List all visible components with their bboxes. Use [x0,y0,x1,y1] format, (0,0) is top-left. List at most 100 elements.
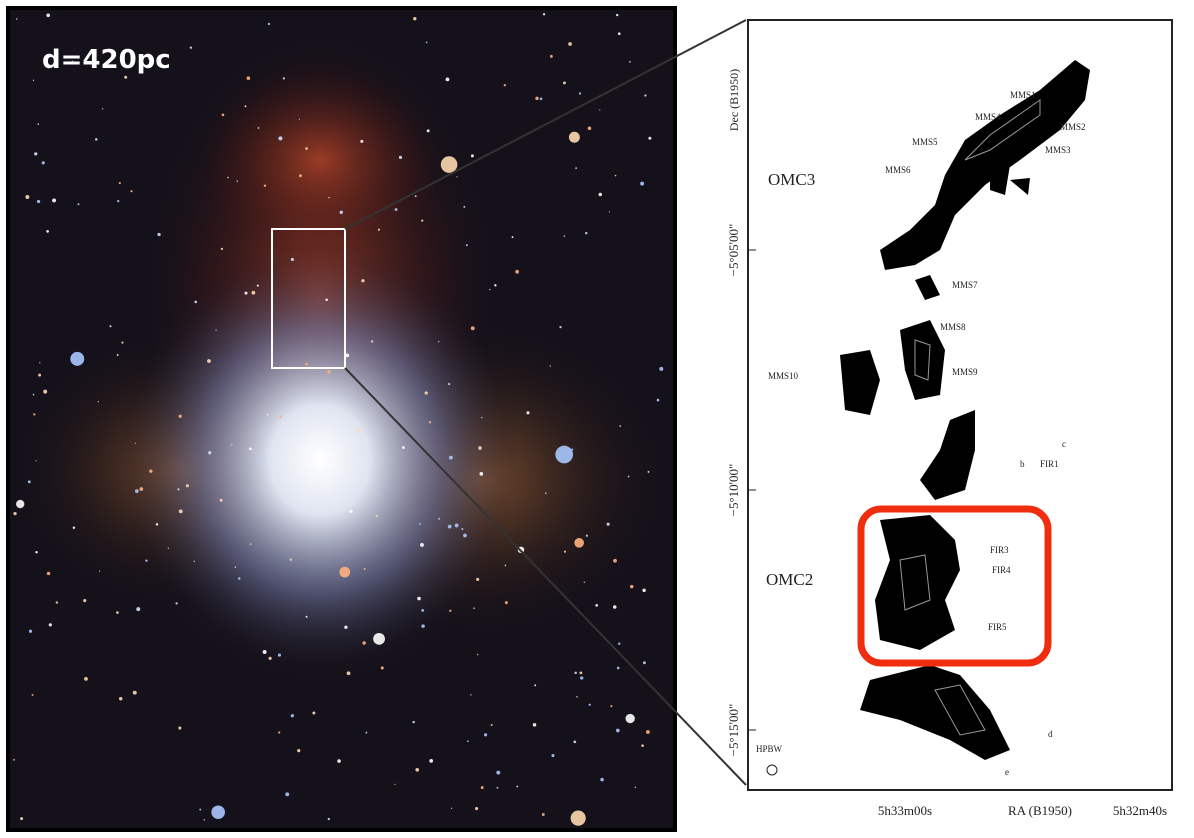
star [361,279,365,283]
star [155,523,159,526]
star [266,413,269,416]
star [645,730,650,734]
star [360,139,364,143]
star [257,127,260,129]
star [344,625,348,629]
star [421,624,425,628]
star [585,534,588,537]
star [568,42,572,46]
star [48,623,52,627]
star [365,731,368,734]
source-label: FIR1 [1040,459,1059,469]
star [456,176,458,178]
star [246,76,251,80]
star [534,684,537,687]
star [265,448,269,452]
star [327,817,330,821]
star [362,641,366,645]
zoom-box [271,228,346,369]
star [421,608,425,612]
letter-label: d [1048,729,1053,739]
star [412,720,415,724]
star [220,247,224,250]
star [38,373,42,377]
star [478,446,482,450]
star [461,528,464,531]
star [634,786,637,789]
star [629,584,634,589]
star [25,194,30,199]
star [31,694,34,696]
star [647,470,650,473]
star [95,138,98,141]
star [494,284,497,287]
source-label: MMS8 [940,322,966,332]
star [414,195,417,198]
star [339,566,351,578]
star [46,13,50,18]
star [438,340,440,343]
star [559,325,562,329]
star [619,425,622,427]
source-label: MMS3 [1045,145,1071,155]
star [642,588,646,593]
star [470,326,475,331]
star [236,180,239,182]
star [244,291,248,295]
star [72,526,76,529]
star [574,537,585,548]
star [147,58,150,60]
star [248,447,252,451]
star [256,284,259,287]
y-tick-label: −5°10'00" [726,464,741,517]
star [71,60,74,63]
star [39,362,41,364]
star [539,97,543,101]
star [640,181,645,186]
star [157,232,161,237]
star [551,753,555,758]
star [263,184,267,187]
star [580,676,584,680]
star [116,354,119,357]
star [465,244,468,247]
star [449,609,452,612]
star [454,523,459,528]
star [612,605,617,609]
star [490,724,493,727]
star [447,524,452,529]
star [203,819,206,821]
star [526,411,530,415]
star [598,192,603,197]
star [629,60,631,63]
star [178,414,182,418]
star [279,415,282,418]
star [16,18,18,20]
nebula-image: d=420pc [6,6,677,832]
star [32,79,35,81]
star [466,740,469,743]
star [496,770,501,775]
star [33,413,36,416]
star [476,653,479,656]
star [563,550,567,553]
y-axis-label: Dec (B1950) [727,69,741,131]
star [614,174,617,177]
star [583,581,586,583]
star [116,611,119,614]
star [230,443,233,446]
star [463,533,467,538]
source-label: MMS7 [952,280,978,290]
star [438,517,441,520]
star [363,567,366,571]
star [175,602,178,605]
y-tick-label: −5°15'00" [726,704,741,757]
star [600,777,604,782]
star [542,13,546,16]
star [545,492,547,494]
star [278,136,283,141]
star [648,136,652,140]
zoom-line [344,19,747,230]
star [325,298,328,302]
